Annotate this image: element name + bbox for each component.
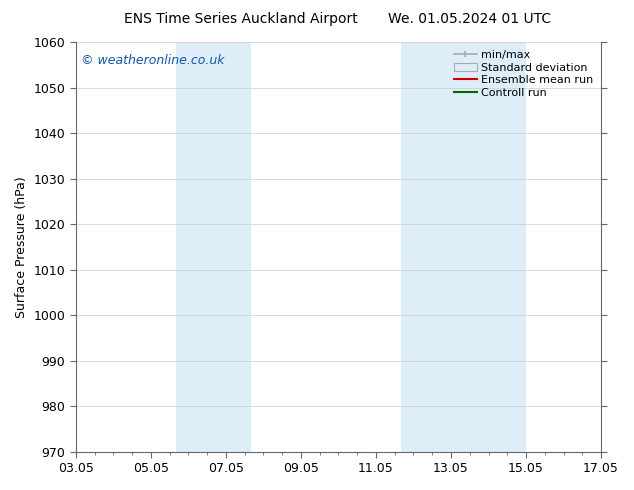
- Text: We. 01.05.2024 01 UTC: We. 01.05.2024 01 UTC: [387, 12, 551, 26]
- Bar: [401, 42, 526, 452]
- Legend: min/max, Standard deviation, Ensemble mean run, Controll run: min/max, Standard deviation, Ensemble me…: [450, 46, 598, 102]
- Y-axis label: Surface Pressure (hPa): Surface Pressure (hPa): [15, 176, 28, 318]
- Bar: [176, 42, 251, 452]
- Text: © weatheronline.co.uk: © weatheronline.co.uk: [81, 54, 224, 67]
- Text: ENS Time Series Auckland Airport: ENS Time Series Auckland Airport: [124, 12, 358, 26]
